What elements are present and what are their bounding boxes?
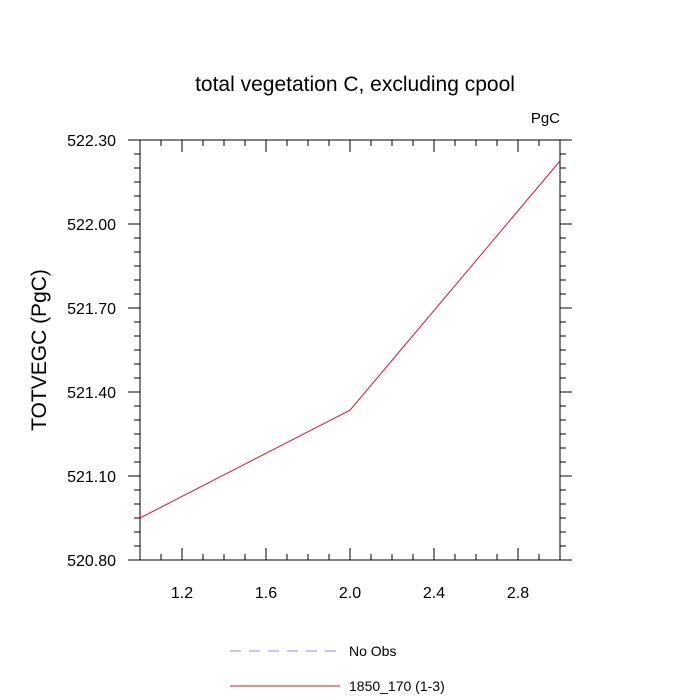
series-line xyxy=(139,160,561,519)
y-tick-label: 521.40 xyxy=(67,385,116,402)
y-axis-label: TOTVEGC (PgC) xyxy=(28,269,51,431)
axis-tick-labels: 1.2 1.6 2.0 2.4 2.8 520.80 521.10 521.40 521.70 5… xyxy=(67,133,529,602)
x-tick-label: 2.4 xyxy=(423,585,445,602)
y-tick-label: 520.80 xyxy=(67,553,116,570)
y-tick-label: 522.30 xyxy=(67,133,116,150)
x-tick-label: 1.2 xyxy=(171,585,193,602)
x-tick-label: 2.8 xyxy=(507,585,529,602)
legend-label: 1850_170 (1-3) xyxy=(349,678,445,694)
chart-title: total vegetation C, excluding cpool xyxy=(195,73,515,96)
series-lines xyxy=(139,160,561,519)
y-tick-label: 522.00 xyxy=(67,217,116,234)
legend-label: No Obs xyxy=(349,643,396,659)
axis-ticks xyxy=(128,139,572,561)
legend: No Obs 1850_170 (1-3) xyxy=(230,643,445,694)
plot-frame xyxy=(139,139,561,561)
units-label: PgC xyxy=(531,110,560,127)
y-tick-label: 521.10 xyxy=(67,469,116,486)
x-tick-label: 2.0 xyxy=(339,585,361,602)
x-tick-label: 1.6 xyxy=(255,585,277,602)
y-tick-label: 521.70 xyxy=(67,301,116,318)
